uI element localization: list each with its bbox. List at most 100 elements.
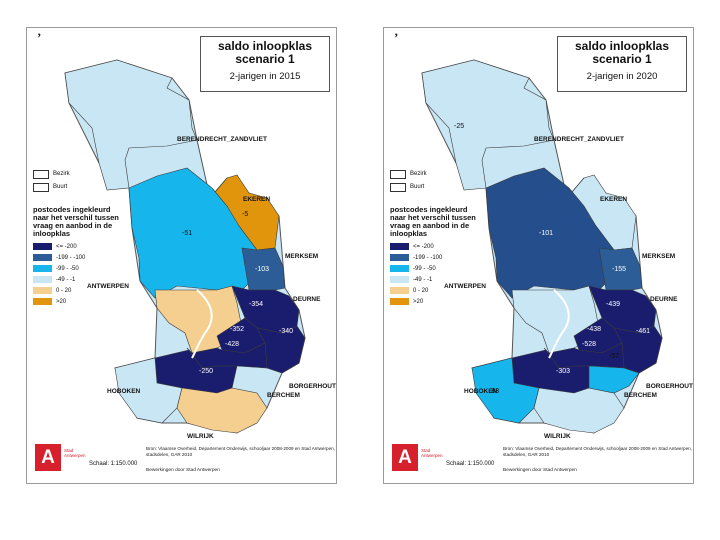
- legend-swatch: [33, 287, 52, 294]
- district-name-label: MERKSEM: [285, 253, 318, 260]
- legend-class-label: <= -200: [413, 243, 434, 250]
- legend-swatch: [33, 254, 52, 261]
- legend-swatch: [390, 287, 409, 294]
- map-title-box: saldo inloopklas scenario 1 2-jarigen in…: [557, 36, 687, 92]
- legend-boundary-neighbourhood: Buurt: [33, 182, 133, 192]
- district-name-label: BERCHEM: [267, 392, 300, 399]
- map-subtitle: 2-jarigen in 2015: [229, 71, 301, 82]
- district-name-label: ANTWERPEN: [444, 283, 486, 290]
- river-line: [191, 289, 213, 359]
- map-title-box: saldo inloopklas scenario 1 2-jarigen in…: [200, 36, 330, 92]
- district-value-label: -461: [636, 328, 650, 335]
- district-name-label: HOBOKEN: [464, 388, 498, 395]
- district-name-label: BORGERHOUT: [289, 383, 336, 390]
- legend-class-label: >20: [56, 298, 67, 305]
- credit-note: Bewerkingen door Stad Antwerpen: [503, 468, 577, 473]
- city-logo-text: Stad Antwerpen: [421, 448, 443, 458]
- district-value-label: -528: [582, 341, 596, 348]
- legend-boundary-district: Bezirk: [390, 169, 490, 179]
- legend-class-label: -99 - -50: [413, 265, 436, 272]
- map-title: saldo inloopklas: [217, 39, 313, 53]
- legend-swatch: [33, 265, 52, 272]
- district-name-label: EKEREN: [243, 196, 270, 203]
- legend-swatch: [390, 254, 409, 261]
- scale-label: Schaal: 1:150.000: [89, 461, 138, 467]
- district-value-label: -438: [587, 326, 601, 333]
- legend-class: >20: [390, 297, 490, 306]
- legend-class: <= -200: [33, 242, 133, 251]
- source-note: Bron: Vlaamse Overheid, Departement Onde…: [146, 446, 335, 457]
- legend-class: 0 - 20: [33, 286, 133, 295]
- district-antwerpen: [485, 167, 615, 299]
- legend-title: postcodes ingekleurd naar het verschil t…: [390, 205, 476, 238]
- legend-class-label: <= -200: [56, 243, 77, 250]
- legend-class: >20: [33, 297, 133, 306]
- map-footer: A Stad Antwerpen Schaal: 1:150.000 Bron:…: [31, 442, 335, 480]
- corner-mark: ’: [37, 30, 42, 45]
- boundary-swatch: [390, 182, 406, 192]
- district-name-label: WILRIJK: [187, 433, 214, 440]
- district-name-label: WILRIJK: [544, 433, 571, 440]
- district-value-label: -5: [242, 211, 248, 218]
- district-value-label: -103: [255, 266, 269, 273]
- scale-label: Schaal: 1:150.000: [446, 461, 495, 467]
- district-name-label: BERENDRECHT_ZANDVLIET: [177, 136, 267, 143]
- map-legend: Bezirk Buurt postcodes ingekleurd naar h…: [390, 169, 490, 308]
- map-panel-2015: ’ saldo inloopklas scenario 1 2-jarigen …: [26, 27, 337, 484]
- legend-swatch: [390, 243, 409, 250]
- district-value-label: -352: [230, 326, 244, 333]
- district-value-label: -354: [249, 301, 263, 308]
- district-value-label: -439: [606, 301, 620, 308]
- legend-class-label: -49 - -1: [56, 276, 76, 283]
- legend-class: 0 - 20: [390, 286, 490, 295]
- legend-classes: <= -200 -199 - -100 -99 - -50 -49 - -1 0 - 2…: [33, 242, 133, 306]
- district-value-label: -25: [454, 123, 464, 130]
- legend-boundary-district: Bezirk: [33, 169, 133, 179]
- legend-class: -199 - -100: [390, 253, 490, 262]
- map-panel-2020: ’ saldo inloopklas scenario 1 2-jarigen …: [383, 27, 694, 484]
- district-value-label: -57: [609, 353, 619, 360]
- district-name-label: DEURNE: [293, 296, 321, 303]
- legend-boundary-neighbourhood: Buurt: [390, 182, 490, 192]
- boundary-swatch: [33, 169, 49, 179]
- choropleth-map: -5 -51 -103 -354 -352 -340 -428 -250 BERENDRECHT…: [64, 59, 336, 440]
- district-value-label: -303: [556, 368, 570, 375]
- district-value-label: -428: [225, 341, 239, 348]
- map-scenario: scenario 1: [235, 52, 295, 66]
- legend-swatch: [33, 298, 52, 305]
- district-value-label: -101: [539, 230, 553, 237]
- map-footer: A Stad Antwerpen Schaal: 1:150.000 Bron:…: [388, 442, 692, 480]
- legend-class-label: 0 - 20: [56, 287, 72, 294]
- legend-class: <= -200: [390, 242, 490, 251]
- river-line: [548, 289, 570, 359]
- district-wilrijk: [533, 387, 625, 434]
- district-wilrijk: [176, 387, 268, 434]
- legend-class: -49 - -1: [33, 275, 133, 284]
- district-name-label: EKEREN: [600, 196, 627, 203]
- legend-title: postcodes ingekleurd naar het verschil t…: [33, 205, 119, 238]
- district-value-label: -88: [489, 388, 499, 395]
- map-subtitle: 2-jarigen in 2020: [586, 71, 658, 82]
- legend-swatch: [33, 276, 52, 283]
- district-value-label: -51: [182, 230, 192, 237]
- district-value-label: -155: [612, 266, 626, 273]
- boundary-swatch: [390, 169, 406, 179]
- credit-note: Bewerkingen door Stad Antwerpen: [146, 468, 220, 473]
- city-logo: A: [35, 444, 61, 471]
- city-logo: A: [392, 444, 418, 471]
- legend-class: -99 - -50: [390, 264, 490, 273]
- legend-class-label: -199 - -100: [413, 254, 443, 261]
- district-name-label: BERCHEM: [624, 392, 657, 399]
- legend-class-label: 0 - 20: [413, 287, 429, 294]
- corner-mark: ’: [394, 30, 399, 45]
- district-name-label: MERKSEM: [642, 253, 675, 260]
- legend-class: -99 - -50: [33, 264, 133, 273]
- legend-swatch: [390, 265, 409, 272]
- district-name-label: ANTWERPEN: [87, 283, 129, 290]
- district-berchem-pocket: [588, 365, 640, 394]
- district-name-label: BORGERHOUT: [646, 383, 693, 390]
- map-legend: Bezirk Buurt postcodes ingekleurd naar h…: [33, 169, 133, 308]
- source-note: Bron: Vlaamse Overheid, Departement Onde…: [503, 446, 692, 457]
- district-name-label: BERENDRECHT_ZANDVLIET: [534, 136, 624, 143]
- district-antwerpen: [128, 167, 258, 299]
